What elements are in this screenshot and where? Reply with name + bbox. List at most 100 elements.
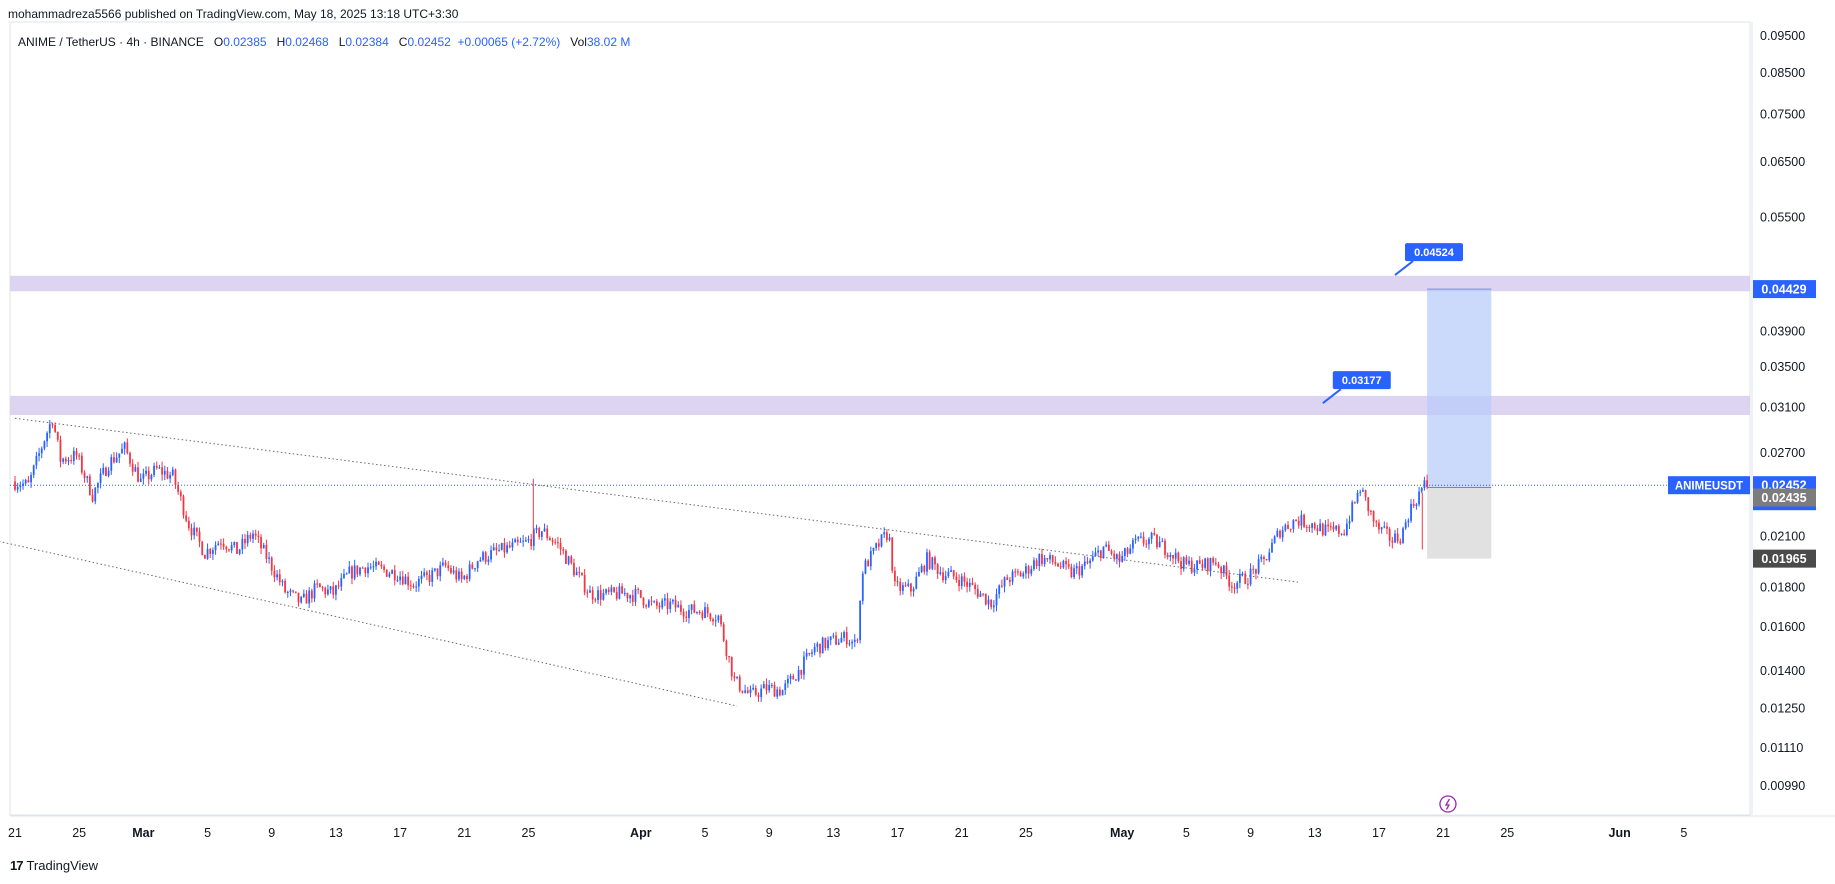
symbol-legend: ANIME / TetherUS · 4h · BINANCE O0.02385… — [18, 35, 630, 49]
candle-down — [220, 543, 222, 545]
candle-up — [875, 543, 878, 549]
candle-up — [918, 571, 920, 577]
footer-brand[interactable]: 17 TradingView — [10, 858, 98, 873]
candle-up — [1410, 503, 1412, 521]
candle-up — [859, 600, 862, 641]
candle-down — [273, 570, 276, 578]
candle-down — [680, 604, 682, 612]
candle-up — [1284, 524, 1287, 531]
candle-down — [754, 687, 757, 695]
candle-down — [1118, 554, 1121, 562]
candle-down — [356, 565, 359, 575]
price-tick-label: 0.01110 — [1760, 741, 1803, 755]
candle-down — [682, 611, 685, 617]
candle-down — [51, 424, 54, 426]
candle-up — [803, 656, 805, 675]
candle-down — [952, 570, 955, 577]
symbol-name[interactable]: ANIME / TetherUS · 4h · BINANCE — [18, 35, 204, 49]
candle-down — [185, 515, 188, 521]
candle-up — [1123, 548, 1126, 557]
stop-price-label-box — [1753, 549, 1816, 568]
candle-up — [950, 570, 952, 572]
candle-down — [27, 480, 30, 483]
candle-down — [738, 676, 741, 691]
candle-up — [163, 470, 166, 475]
candle-down — [364, 567, 367, 574]
candle-down — [530, 538, 533, 546]
candle-down — [278, 574, 281, 583]
candle-down — [570, 556, 573, 564]
candle-down — [1027, 566, 1030, 574]
price-tick-label: 0.01600 — [1760, 620, 1805, 634]
candle-down — [436, 568, 439, 577]
candle-up — [853, 639, 856, 642]
candle-down — [147, 470, 150, 480]
callout-label: 0.04524 — [1414, 247, 1455, 259]
candle-up — [669, 601, 672, 609]
candle-down — [1220, 567, 1223, 574]
candle-down — [1185, 557, 1188, 564]
candle-up — [353, 565, 356, 579]
candle-down — [928, 552, 931, 569]
candle-up — [704, 607, 706, 618]
candle-down — [70, 460, 73, 462]
candle-down — [594, 599, 597, 601]
candle-down — [720, 615, 722, 625]
candle-up — [1257, 559, 1260, 574]
time-tick-label: Jun — [1609, 826, 1631, 840]
candle-down — [1308, 527, 1311, 529]
candle-down — [971, 582, 974, 585]
candle-down — [1113, 553, 1116, 559]
candle-down — [450, 568, 452, 573]
time-tick-label: May — [1110, 826, 1134, 840]
candle-up — [302, 593, 305, 597]
candle-down — [1190, 560, 1193, 573]
candle-down — [936, 564, 939, 574]
candle-down — [581, 572, 583, 575]
candle-down — [639, 590, 642, 598]
candle-up — [1188, 560, 1190, 564]
candle-down — [1017, 571, 1019, 573]
candle-down — [428, 574, 431, 582]
candle-down — [626, 592, 629, 599]
candle-up — [605, 589, 607, 594]
candle-up — [1209, 558, 1212, 572]
candle-up — [837, 642, 840, 645]
candle-up — [776, 689, 779, 697]
candle-up — [1311, 523, 1313, 528]
candle-up — [752, 687, 755, 690]
lightning-icon — [1439, 795, 1457, 813]
candle-up — [1169, 554, 1172, 557]
candle-up — [610, 587, 613, 592]
candle-up — [490, 550, 492, 560]
candle-down — [856, 639, 859, 641]
candle-down — [460, 571, 463, 579]
candle-down — [891, 537, 894, 571]
candle-down — [562, 549, 565, 551]
candle-down — [1255, 569, 1257, 574]
candle-down — [666, 598, 669, 609]
candle-down — [591, 590, 594, 600]
candle-up — [888, 537, 891, 540]
candle-up — [629, 595, 632, 599]
candle-up — [1150, 532, 1153, 539]
candle-down — [795, 679, 797, 681]
candle-up — [1030, 569, 1033, 574]
candle-down — [447, 565, 450, 569]
candle-up — [442, 562, 444, 566]
candle-up — [468, 564, 471, 580]
candle-down — [757, 694, 760, 698]
candle-up — [829, 636, 832, 641]
candle-up — [1148, 538, 1150, 545]
candle-down — [393, 570, 396, 581]
candle-up — [313, 583, 316, 599]
candle-up — [482, 552, 484, 560]
candle-up — [1276, 530, 1279, 537]
candle-up — [67, 460, 70, 462]
candle-down — [650, 600, 653, 602]
candle-down — [1370, 511, 1372, 513]
candle-down — [976, 589, 979, 597]
candle-up — [38, 453, 40, 456]
candle-up — [987, 599, 990, 605]
